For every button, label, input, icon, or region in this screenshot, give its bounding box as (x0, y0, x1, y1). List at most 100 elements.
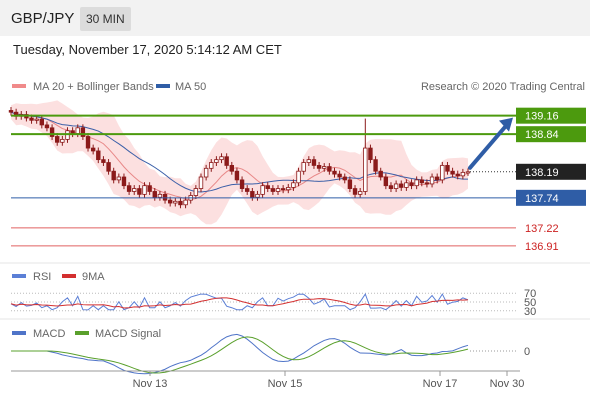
candle-body (29, 117, 34, 121)
candle-body (198, 176, 204, 189)
candle-body (347, 179, 353, 189)
candle-body (90, 147, 96, 152)
rsi-legend-swatch (12, 274, 26, 278)
candle-body (167, 199, 173, 204)
candle-body (465, 171, 471, 174)
macd-legend-swatch (12, 331, 26, 335)
candle-body (337, 173, 342, 178)
ma20-legend-swatch (12, 84, 26, 88)
rsi-legend-label: RSI (33, 271, 51, 283)
candle-body (80, 127, 86, 137)
macd-signal-legend-swatch (75, 331, 89, 335)
rsi-ma-line (10, 297, 469, 309)
candle-body (460, 171, 466, 177)
candle-body (152, 191, 157, 198)
macd-zero-label: 0 (524, 346, 530, 358)
candle-body (322, 166, 327, 169)
candle-body (419, 179, 424, 184)
candle-body (132, 188, 137, 192)
rsi-level-30-label: 30 (524, 306, 536, 318)
candle-body (8, 110, 14, 113)
ma50-line (10, 111, 469, 193)
rsi-ma-legend-label: 9MA (82, 271, 105, 283)
candle-body (404, 182, 409, 188)
candle-body (291, 182, 296, 188)
candle-body (440, 165, 445, 181)
candle-body (357, 191, 363, 195)
pivot-label-box (516, 189, 586, 206)
candle-body (229, 165, 234, 172)
candle-body (280, 188, 286, 191)
candle-body (286, 187, 291, 191)
candle-body (55, 136, 60, 143)
candle-body (368, 147, 373, 161)
x-tick-label: Nov 15 (268, 378, 303, 390)
candle-body (203, 167, 209, 178)
candle-body (306, 159, 312, 163)
candle-body (388, 185, 394, 189)
macd-signal-line (11, 336, 469, 374)
rsi-ma-legend-swatch (62, 274, 76, 278)
candle-body (311, 159, 317, 166)
resistance2-label-box (516, 107, 586, 124)
x-tick-label: Nov 13 (133, 378, 168, 390)
candle-body (209, 162, 214, 169)
candle-body (178, 200, 183, 206)
candle-body (137, 188, 142, 195)
support1-label: 137.22 (525, 223, 559, 235)
rsi-level-50-label: 50 (524, 297, 536, 309)
candle-body (214, 159, 219, 163)
candle-body (183, 199, 188, 206)
resistance1-label: 138.84 (525, 129, 559, 141)
candle-body (34, 118, 39, 121)
rsi-line (10, 292, 469, 311)
candle-body (101, 159, 106, 163)
candle-body (49, 127, 55, 137)
candle-body (255, 193, 260, 198)
candle-body (296, 170, 301, 184)
candle-body (106, 162, 111, 172)
candle-body (234, 170, 240, 181)
candle-body (173, 200, 178, 204)
candle-body (342, 176, 347, 181)
candle-body (414, 179, 419, 187)
rsi-level-70-label: 70 (524, 288, 536, 300)
last-price-label-box (516, 163, 586, 180)
support2-label: 136.91 (525, 241, 559, 253)
candle-body (162, 193, 168, 201)
candle-body (383, 176, 389, 187)
candle-body (301, 162, 306, 172)
macd-signal-legend-label: MACD Signal (95, 328, 161, 340)
candle-body (60, 138, 65, 143)
copyright-label: Research © 2020 Trading Central (421, 81, 585, 93)
x-tick-label: Nov 30 (490, 378, 525, 390)
candle-body (245, 188, 250, 192)
candle-body (193, 188, 199, 196)
candle-body (270, 188, 276, 192)
timeframe-button[interactable]: 30 MIN (80, 7, 131, 31)
bollinger-band-area (11, 100, 468, 225)
candle-body (327, 166, 332, 172)
candle-body (450, 170, 455, 175)
candle-body (85, 136, 91, 149)
macd-line (11, 333, 469, 375)
candle-body (265, 185, 270, 189)
resistance1-label-box (516, 126, 586, 143)
candle-body (352, 188, 358, 195)
candle-body (393, 183, 399, 189)
pivot-label: 137.74 (525, 193, 559, 205)
currency-pair-title: GBP/JPY (11, 10, 75, 27)
candle-body (75, 127, 80, 135)
candle-body (116, 176, 122, 181)
candle-body (70, 130, 75, 135)
chart-header: GBP/JPY 30 MIN (0, 0, 590, 36)
candle-body (142, 185, 147, 195)
candle-body (363, 147, 368, 192)
candle-body (399, 183, 404, 188)
candle-body (96, 150, 101, 161)
candle-body (409, 182, 414, 187)
ma50-legend-swatch (156, 84, 170, 88)
last-price-label: 138.19 (525, 167, 559, 179)
candle-body (126, 185, 132, 192)
